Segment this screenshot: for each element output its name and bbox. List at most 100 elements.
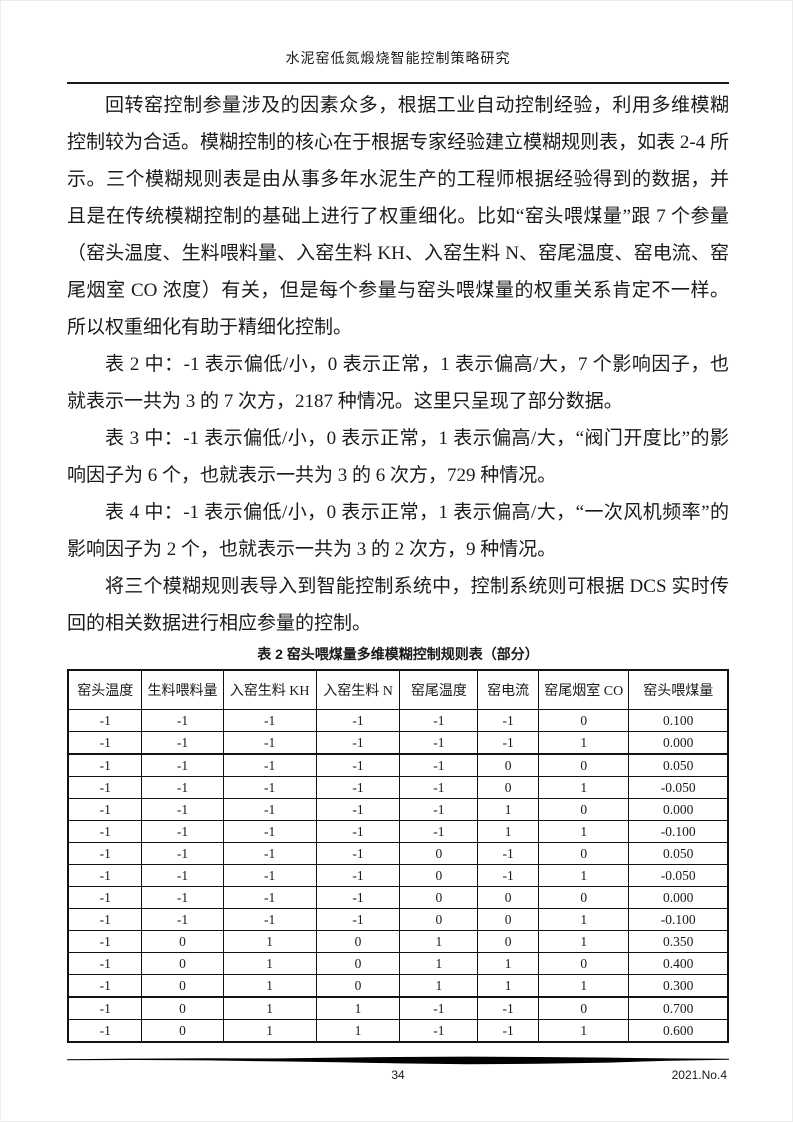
table-cell: -1 bbox=[477, 731, 540, 755]
body-text: 回转窑控制参量涉及的因素众多，根据工业自动控制经验，利用多维模糊控制较为合适。模… bbox=[67, 84, 729, 642]
page-footer: 34 2021.No.4 bbox=[67, 1067, 729, 1083]
table-cell: 0.700 bbox=[628, 996, 729, 1020]
table-cell: 0 bbox=[399, 908, 479, 931]
table-cell: 0 bbox=[141, 996, 224, 1020]
table-cell: -1 bbox=[315, 731, 401, 755]
column-header: 窑尾烟室 CO bbox=[538, 669, 630, 710]
table-cell: -1 bbox=[315, 886, 401, 909]
table-cell: -1 bbox=[222, 798, 317, 821]
table-cell: -1 bbox=[141, 842, 224, 865]
table-cell: 0.600 bbox=[628, 1019, 729, 1043]
table-cell: 1 bbox=[477, 820, 540, 843]
table-cell: 1 bbox=[538, 908, 630, 931]
table-cell: -1 bbox=[222, 731, 317, 755]
table-cell: 0.050 bbox=[628, 842, 729, 865]
table-cell: 0.350 bbox=[628, 930, 729, 953]
table-cell: -1 bbox=[67, 753, 143, 777]
table-cell: -1 bbox=[67, 820, 143, 843]
page-number: 34 bbox=[391, 1068, 405, 1082]
table-cell: 1 bbox=[538, 864, 630, 887]
fuzzy-rule-table: 窑头温度 生料喂料量 入窑生料 KH 入窑生料 N 窑尾温度 窑电流 窑尾烟室 CO 窑头喂煤… bbox=[67, 669, 729, 1043]
table-cell: -1 bbox=[67, 842, 143, 865]
table-cell: -1 bbox=[315, 798, 401, 821]
table-cell: 0 bbox=[141, 930, 224, 953]
issue-label: 2021.No.4 bbox=[671, 1068, 727, 1082]
table-cell: 0.000 bbox=[628, 798, 729, 821]
column-header: 窑头喂煤量 bbox=[628, 669, 729, 710]
table-cell: 1 bbox=[477, 952, 540, 975]
table-body: -1 -1 -1 -1 -1 -1 0 0.100 -1 -1 -1 -1 -1 -1 1 0.000 -1 -1… bbox=[67, 709, 729, 1043]
table-cell: 0 bbox=[538, 952, 630, 975]
column-header: 窑电流 bbox=[477, 669, 540, 710]
table-cell: 0 bbox=[538, 709, 630, 732]
table-cell: 0 bbox=[538, 886, 630, 909]
paragraph-4: 表 4 中：-1 表示偏低/小，0 表示正常，1 表示偏高/大，“一次风机频率”… bbox=[67, 502, 729, 560]
table-cell: 1 bbox=[477, 974, 540, 998]
table-cell: 0 bbox=[315, 974, 401, 998]
column-header: 窑头温度 bbox=[67, 669, 143, 710]
table-cell: 0 bbox=[399, 842, 479, 865]
table-cell: 0 bbox=[141, 1019, 224, 1043]
paragraph-2: 表 2 中：-1 表示偏低/小，0 表示正常，1 表示偏高/大，7 个影响因子，… bbox=[67, 354, 729, 412]
paragraph-1: 回转窑控制参量涉及的因素众多，根据工业自动控制经验，利用多维模糊控制较为合适。模… bbox=[67, 95, 729, 338]
table-cell: 1 bbox=[222, 1019, 317, 1043]
paragraph-5: 将三个模糊规则表导入到智能控制系统中，控制系统则可根据 DCS 实时传回的相关数… bbox=[67, 576, 729, 634]
table-cell: 0.000 bbox=[628, 731, 729, 755]
table-cell: 1 bbox=[222, 930, 317, 953]
table-cell: -1 bbox=[399, 820, 479, 843]
table-cell: -0.050 bbox=[628, 776, 729, 799]
table-cell: -1 bbox=[67, 996, 143, 1020]
table-cell: -1 bbox=[141, 886, 224, 909]
table-row: -1 -1 -1 -1 -1 0 1 -0.050 bbox=[67, 776, 729, 799]
table-cell: -1 bbox=[67, 952, 143, 975]
table-cell: -1 bbox=[399, 798, 479, 821]
table-caption: 表 2 窑头喂煤量多维模糊控制规则表（部分） bbox=[257, 646, 539, 662]
table-cell: -1 bbox=[222, 709, 317, 732]
table-cell: -1 bbox=[222, 864, 317, 887]
table-cell: 0 bbox=[538, 753, 630, 777]
table-cell: -1 bbox=[477, 709, 540, 732]
table-cell: -1 bbox=[67, 908, 143, 931]
column-header: 入窑生料 KH bbox=[222, 669, 317, 710]
table-cell: -1 bbox=[67, 1019, 143, 1043]
table-cell: -1 bbox=[315, 864, 401, 887]
table-cell: -1 bbox=[67, 886, 143, 909]
table-row: -1 0 1 0 1 1 0 0.400 bbox=[67, 952, 729, 975]
table-cell: 0.050 bbox=[628, 753, 729, 777]
table-cell: -1 bbox=[315, 908, 401, 931]
table-cell: 0.000 bbox=[628, 886, 729, 909]
column-header: 入窑生料 N bbox=[315, 669, 401, 710]
table-cell: -1 bbox=[315, 753, 401, 777]
table-cell: -1 bbox=[315, 709, 401, 732]
table-cell: -1 bbox=[477, 1019, 540, 1043]
table-cell: 1 bbox=[399, 974, 479, 998]
table-cell: 1 bbox=[399, 952, 479, 975]
table-cell: -1 bbox=[67, 930, 143, 953]
table-cell: 0 bbox=[141, 952, 224, 975]
footer-rule bbox=[67, 1056, 729, 1065]
table-cell: -1 bbox=[141, 776, 224, 799]
table-cell: -1 bbox=[141, 753, 224, 777]
table-cell: 1 bbox=[222, 974, 317, 998]
table-cell: 1 bbox=[538, 820, 630, 843]
paragraph-3: 表 3 中：-1 表示偏低/小，0 表示正常，1 表示偏高/大，“阀门开度比”的… bbox=[67, 428, 729, 486]
table-cell: 0 bbox=[477, 886, 540, 909]
table-cell: -1 bbox=[67, 974, 143, 998]
table-cell: -0.100 bbox=[628, 820, 729, 843]
table-row: -1 -1 -1 -1 -1 -1 1 0.000 bbox=[67, 731, 729, 755]
table-row: -1 -1 -1 -1 -1 1 1 -0.100 bbox=[67, 820, 729, 843]
table-cell: 0 bbox=[141, 974, 224, 998]
table-row: -1 0 1 1 -1 -1 1 0.600 bbox=[67, 1019, 729, 1043]
table-cell: 1 bbox=[538, 974, 630, 998]
column-header: 生料喂料量 bbox=[141, 669, 224, 710]
table-cell: -0.100 bbox=[628, 908, 729, 931]
table-row: -1 -1 -1 -1 -1 1 0 0.000 bbox=[67, 798, 729, 821]
table-cell: -1 bbox=[67, 731, 143, 755]
table-row: -1 -1 -1 -1 0 0 1 -0.100 bbox=[67, 908, 729, 931]
table-cell: -1 bbox=[222, 753, 317, 777]
table-cell: -1 bbox=[141, 798, 224, 821]
table-row: -1 -1 -1 -1 -1 -1 0 0.100 bbox=[67, 709, 729, 732]
table-row: -1 -1 -1 -1 0 -1 0 0.050 bbox=[67, 842, 729, 865]
table-cell: -1 bbox=[141, 820, 224, 843]
table-cell: -1 bbox=[222, 908, 317, 931]
